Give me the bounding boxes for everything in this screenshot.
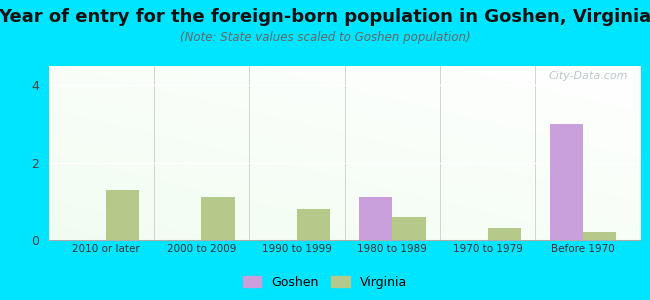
Bar [550,124,583,240]
Text: Year of entry for the foreign-born population in Goshen, Virginia: Year of entry for the foreign-born popul… [0,8,650,26]
Legend: Goshen, Virginia: Goshen, Virginia [238,271,412,294]
Bar [106,190,139,240]
Bar [583,232,616,240]
Bar [202,197,235,240]
Text: City-Data.com: City-Data.com [549,71,629,81]
Bar [297,209,330,240]
Bar [359,197,392,240]
Bar [488,228,521,240]
Bar [392,217,426,240]
Text: (Note: State values scaled to Goshen population): (Note: State values scaled to Goshen pop… [179,32,471,44]
